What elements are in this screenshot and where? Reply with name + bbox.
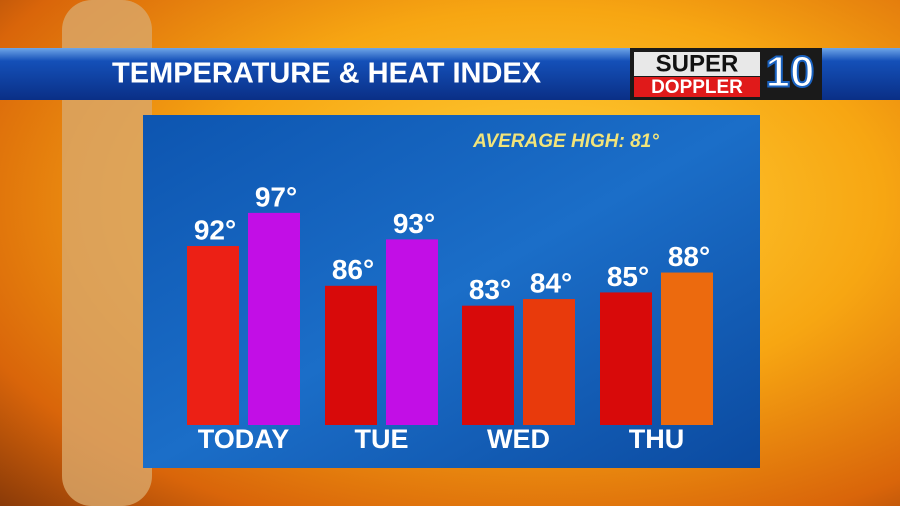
- logo-number: 10: [766, 48, 815, 97]
- value-label: 85°: [607, 261, 649, 292]
- annotation: AVERAGE HIGH: 81°: [472, 131, 659, 152]
- bar: [187, 246, 239, 425]
- bar: [523, 299, 575, 425]
- value-label: 93°: [393, 208, 435, 239]
- value-label: 84°: [530, 267, 572, 298]
- chart-panel: [143, 115, 760, 468]
- bar: [248, 212, 300, 425]
- logo-top: SUPER: [656, 50, 739, 77]
- chart-title: TEMPERATURE & HEAT INDEX: [112, 58, 542, 90]
- value-label: 86°: [332, 254, 374, 285]
- bar: [386, 239, 438, 425]
- bar: [325, 285, 377, 425]
- bar: [462, 305, 514, 425]
- value-label: 97°: [255, 181, 297, 212]
- value-label: 83°: [469, 274, 511, 305]
- bar: [661, 272, 713, 425]
- x-tick-label: TODAY: [198, 424, 290, 454]
- value-label: 88°: [668, 241, 710, 272]
- logo-top-bg: [634, 52, 760, 76]
- x-tick-label: WED: [487, 424, 550, 454]
- bar: [600, 292, 652, 425]
- x-tick-label: TUE: [355, 424, 409, 454]
- logo-bottom: DOPPLER: [651, 77, 743, 98]
- x-tick-label: THU: [629, 424, 685, 454]
- value-label: 92°: [194, 214, 236, 245]
- thermometer-backdrop: [62, 0, 152, 506]
- logo-bottom-bg: [634, 77, 760, 97]
